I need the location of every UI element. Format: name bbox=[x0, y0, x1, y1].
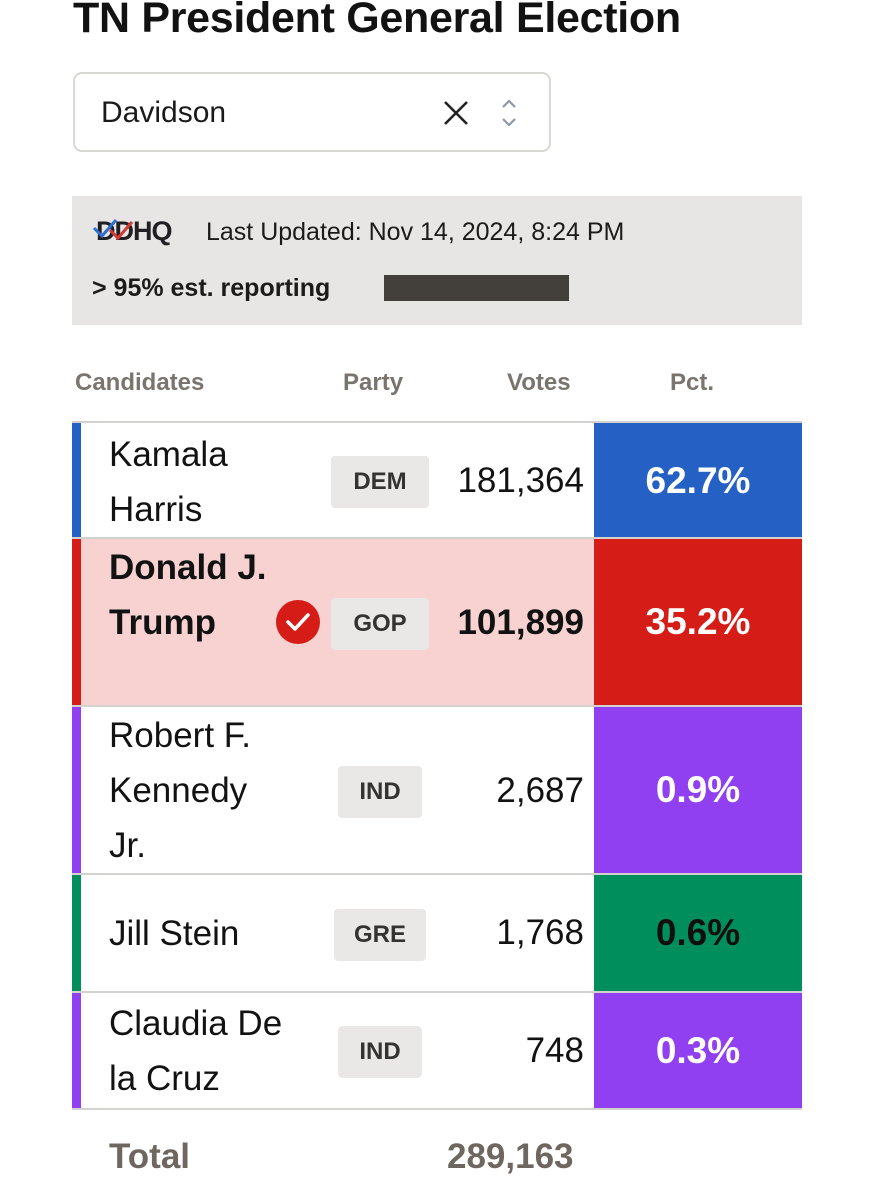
party-badge: IND bbox=[338, 1026, 422, 1078]
candidate-row: Donald J. Trump GOP 101,899 35.2% bbox=[72, 539, 802, 707]
page-title: TN President General Election bbox=[73, 0, 681, 42]
candidate-name: Jill Stein bbox=[109, 914, 240, 953]
party-badge: IND bbox=[338, 766, 422, 818]
update-panel: DDHQ Last Updated: Nov 14, 2024, 8:24 PM… bbox=[72, 196, 802, 325]
column-header-pct: Pct. bbox=[670, 369, 715, 396]
last-updated: Last Updated: Nov 14, 2024, 8:24 PM bbox=[206, 218, 625, 246]
clear-icon[interactable] bbox=[441, 98, 471, 128]
candidate-name: Claudia De la Cruz bbox=[109, 1004, 283, 1098]
candidate-row: Jill Stein GRE 1,768 0.6% bbox=[72, 875, 802, 993]
party-color-stripe bbox=[72, 539, 81, 705]
candidate-name: Robert F. Kennedy Jr. bbox=[109, 716, 251, 865]
column-header-candidates: Candidates bbox=[75, 369, 205, 396]
vote-count: 1,768 bbox=[496, 913, 584, 952]
vote-count: 101,899 bbox=[457, 603, 584, 642]
vote-percentage: 35.2% bbox=[594, 539, 802, 705]
party-badge: DEM bbox=[331, 456, 429, 508]
ddhq-logo: DDHQ bbox=[92, 214, 187, 250]
county-select-value: Davidson bbox=[101, 96, 227, 129]
party-badge: GRE bbox=[334, 909, 426, 961]
reporting-label: > 95% est. reporting bbox=[92, 274, 331, 302]
county-select[interactable]: Davidson bbox=[73, 72, 551, 152]
logo-checkmark-icon bbox=[92, 219, 134, 241]
total-votes: 289,163 bbox=[447, 1137, 574, 1176]
party-color-stripe bbox=[72, 993, 81, 1108]
column-header-party: Party bbox=[343, 369, 404, 396]
party-color-stripe bbox=[72, 875, 81, 991]
candidate-row: Claudia De la Cruz IND 748 0.3% bbox=[72, 993, 802, 1110]
column-header-votes: Votes bbox=[507, 369, 571, 396]
vote-percentage: 62.7% bbox=[594, 423, 802, 537]
candidate-row: Kamala Harris DEM 181,364 62.7% bbox=[72, 421, 802, 539]
vote-percentage: 0.3% bbox=[594, 993, 802, 1108]
vote-percentage: 0.9% bbox=[594, 707, 802, 873]
party-color-stripe bbox=[72, 707, 81, 873]
party-color-stripe bbox=[72, 423, 81, 537]
ddhq-logo-text: DDHQ bbox=[96, 216, 172, 246]
reporting-progress-bar bbox=[384, 275, 569, 301]
vote-count: 181,364 bbox=[457, 461, 584, 500]
total-label: Total bbox=[109, 1137, 191, 1176]
vote-count: 2,687 bbox=[496, 771, 584, 810]
candidate-name: Kamala Harris bbox=[109, 435, 228, 529]
candidate-row: Robert F. Kennedy Jr. IND 2,687 0.9% bbox=[72, 707, 802, 875]
vote-count: 748 bbox=[525, 1031, 584, 1070]
candidate-name: Donald J. Trump bbox=[109, 548, 267, 642]
vote-percentage: 0.6% bbox=[594, 875, 802, 991]
winner-check-icon bbox=[276, 600, 320, 644]
reporting-progress-fill bbox=[384, 275, 560, 301]
party-badge: GOP bbox=[331, 598, 429, 650]
chevron-up-down-icon[interactable] bbox=[499, 96, 519, 130]
